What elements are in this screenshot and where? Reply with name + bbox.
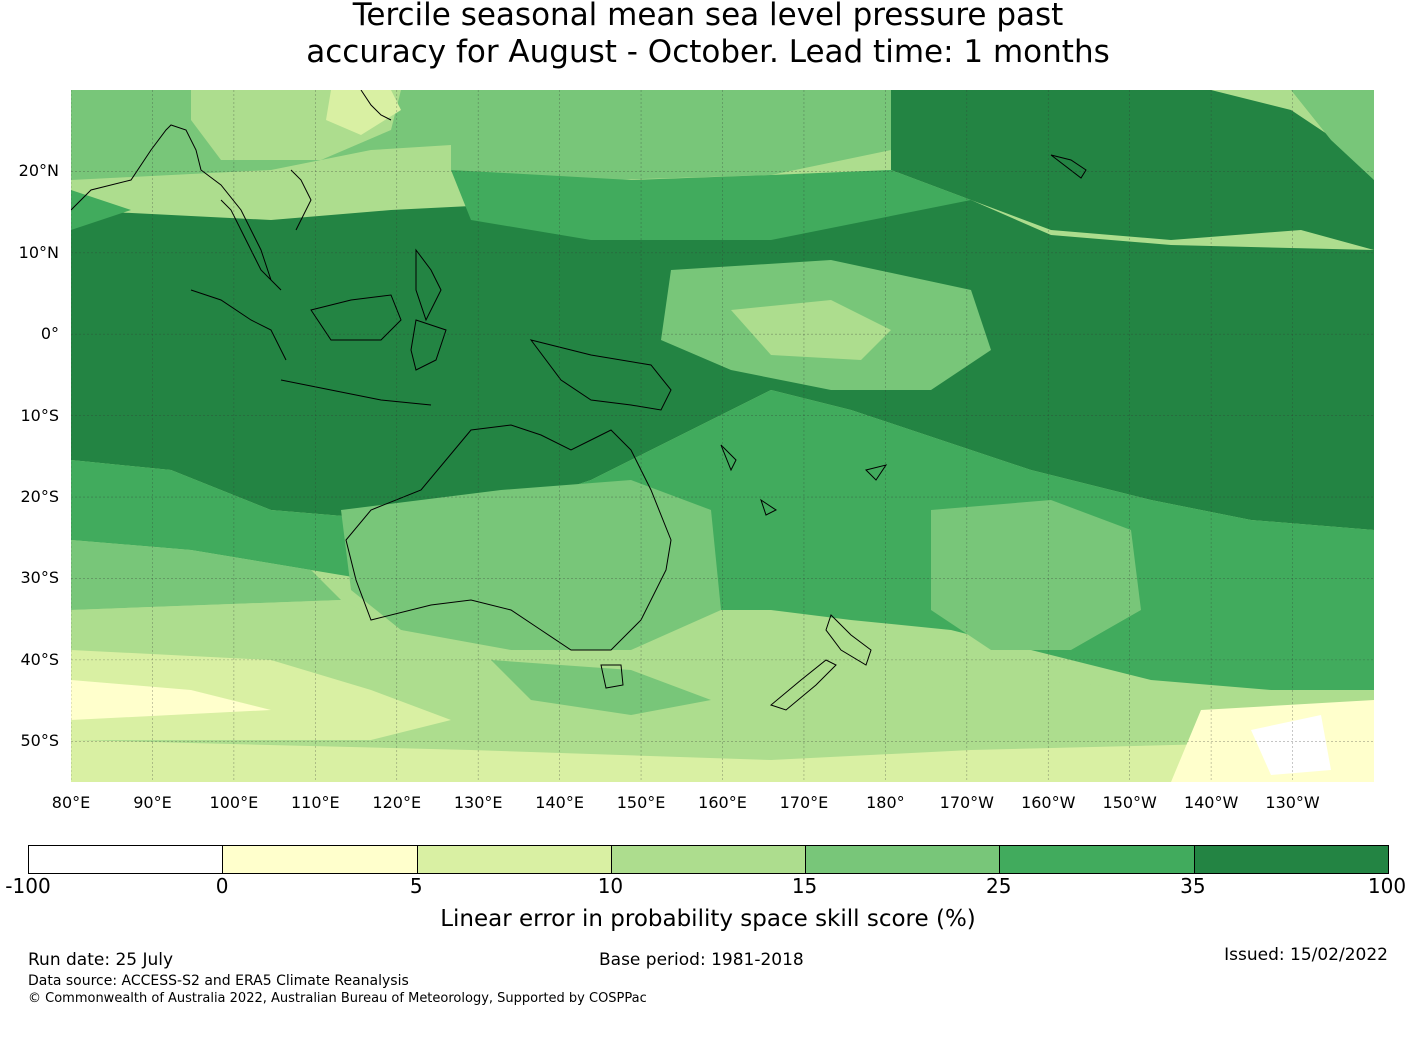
longitude-label: 120°E <box>372 793 422 812</box>
skill-band-south-east-negative <box>1251 715 1331 775</box>
longitude-label: 80°E <box>51 793 91 812</box>
colorbar-segment <box>417 846 612 873</box>
skill-band-china-coast <box>326 90 401 135</box>
skill-band-bay-of-bengal <box>71 190 131 230</box>
skill-band-central-north-pacific <box>891 90 1374 250</box>
colorbar-label: Linear error in probability space skill … <box>440 906 976 932</box>
coastline-australia <box>345 424 672 651</box>
longitude-label: 140°E <box>535 793 584 812</box>
skill-band-far-south-west <box>71 680 271 720</box>
coastline-sulawesi <box>410 319 447 371</box>
coastline-new-zealand-south <box>769 659 837 711</box>
longitude-label: 110°E <box>290 793 340 812</box>
longitude-label: 160°W <box>1021 793 1076 812</box>
longitude-label: 180° <box>866 793 905 812</box>
longitude-label: 100°E <box>209 793 259 812</box>
longitude-label: 130°W <box>1265 793 1320 812</box>
coastline-vanuatu <box>720 444 737 472</box>
latitude-label: 0° <box>40 324 59 344</box>
skill-band-east-north-pacific <box>1291 90 1374 180</box>
latitude-label: 10°S <box>20 405 59 425</box>
skill-band-southern-indian <box>71 650 451 740</box>
skill-band-indian-ocean-south <box>71 540 341 610</box>
issued-date: Issued: 15/02/2022 <box>1224 945 1388 965</box>
colorbar-tick-label: 15 <box>791 874 818 898</box>
colorbar-segment <box>611 846 807 873</box>
colorbar-segment <box>806 846 1001 873</box>
copyright: © Commonwealth of Australia 2022, Austra… <box>28 991 647 1006</box>
colorbar-tick-label: 10 <box>597 874 624 898</box>
longitude-label: 150°E <box>616 793 666 812</box>
colorbar <box>28 845 1389 874</box>
map-canvas <box>71 90 1374 782</box>
latitude-label: 50°S <box>20 731 59 751</box>
coastline-new-guinea <box>529 339 672 411</box>
coastline-borneo <box>310 294 402 341</box>
data-source: Data source: ACCESS-S2 and ERA5 Climate … <box>28 973 409 989</box>
colorbar-tick-label: 35 <box>1180 874 1206 898</box>
longitude-label: 150°W <box>1102 793 1157 812</box>
longitude-label: 130°E <box>453 793 503 812</box>
coastline-fiji <box>865 464 888 481</box>
coastline-new-zealand-north <box>825 614 872 666</box>
gridlines <box>71 90 1374 782</box>
skill-band-subtropical-pacific <box>931 500 1141 650</box>
colorbar-tick-label: 0 <box>215 874 229 898</box>
colorbar-segment <box>223 846 418 873</box>
latitude-label: 10°N <box>18 242 59 262</box>
longitude-label: 90°E <box>133 793 172 812</box>
colorbar-tick-label: -100 <box>5 874 51 898</box>
coastline-tasmania <box>600 664 624 689</box>
colorbar-segment <box>1000 846 1195 873</box>
skill-band-north-pacific <box>451 90 891 180</box>
skill-score-map <box>71 90 1374 782</box>
skill-band-central-pacific-core <box>731 300 891 360</box>
skill-band-australia <box>341 480 721 650</box>
longitude-label: 140°W <box>1183 793 1239 812</box>
colorbar-tick-label: 25 <box>985 874 1012 898</box>
coastlines <box>71 90 1087 711</box>
coastline-vietnam <box>290 169 312 231</box>
colorbar-tick-label: 5 <box>409 874 423 898</box>
skill-band-tasmania <box>491 660 711 715</box>
longitude-label: 160°E <box>698 793 747 812</box>
longitude-label: 170°E <box>779 793 829 812</box>
skill-band-antarctic-edge <box>71 740 1374 782</box>
map-title-line-1: Tercile seasonal mean sea level pressure… <box>352 0 1064 33</box>
coastline-philippines <box>415 248 442 322</box>
skill-band-southern-ocean <box>71 600 1374 782</box>
coastline-taiwan <box>360 90 392 121</box>
colorbar-tick-label: 100 <box>1367 874 1407 898</box>
coastline-southeast-asia <box>71 124 282 291</box>
colorbar-segment <box>1194 846 1388 873</box>
coastline-new-caledonia <box>760 498 777 516</box>
coastline-sumatra <box>190 289 287 361</box>
map-title-line-2: accuracy for August - October. Lead time… <box>306 34 1110 70</box>
base-period: Base period: 1981-2018 <box>599 950 804 970</box>
coastline-java-lesser-sunda <box>280 379 432 406</box>
colorbar-segment <box>29 846 224 873</box>
latitude-label: 30°S <box>20 568 59 588</box>
latitude-label: 40°S <box>20 649 59 669</box>
longitude-label: 170°W <box>939 793 994 812</box>
coastline-hawaii <box>1050 154 1087 179</box>
latitude-label: 20°S <box>20 487 59 507</box>
latitude-label: 20°N <box>18 161 59 181</box>
run-date: Run date: 25 July <box>28 950 174 970</box>
skill-band-philippine-sea <box>451 170 971 240</box>
